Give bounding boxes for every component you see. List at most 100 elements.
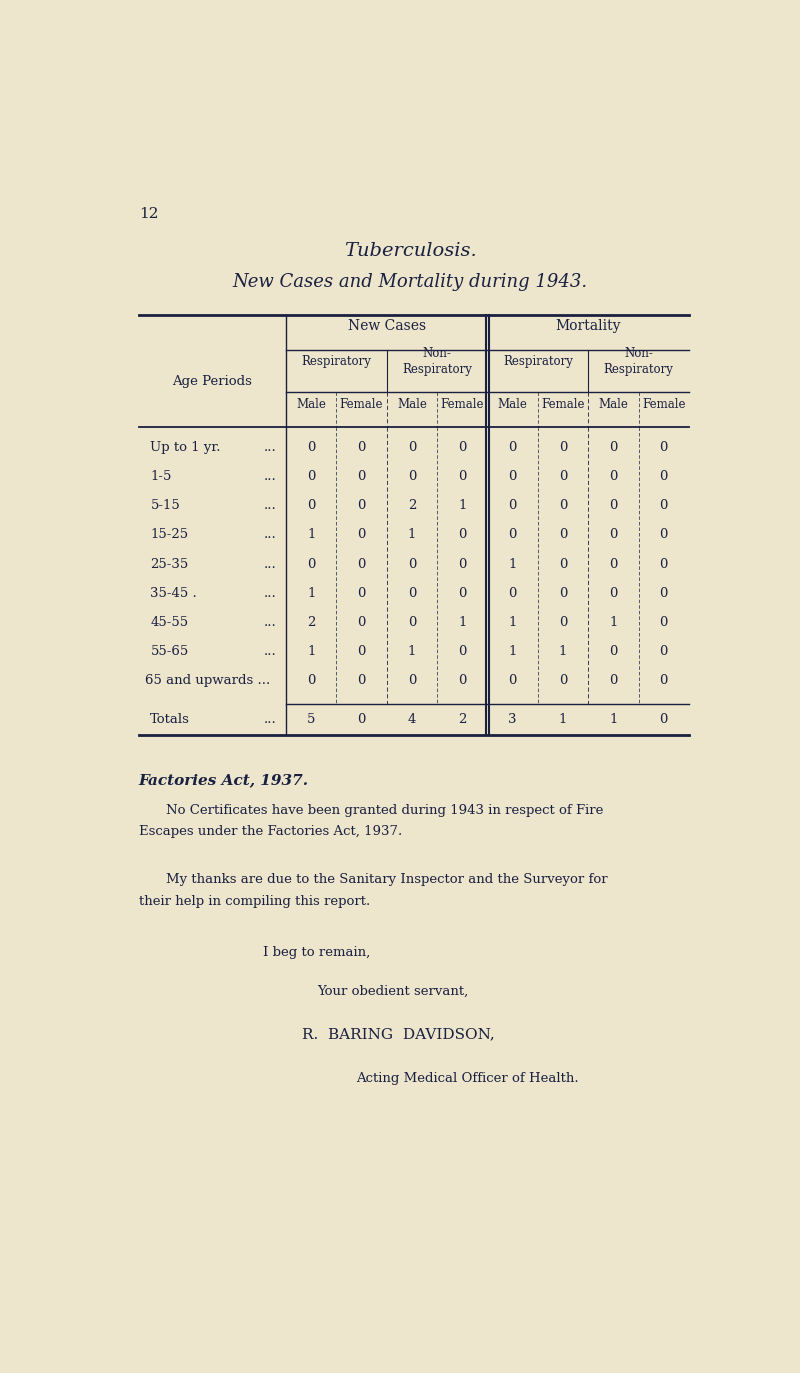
- Text: Up to 1 yr.: Up to 1 yr.: [150, 441, 221, 454]
- Text: ...: ...: [264, 500, 277, 512]
- Text: 1: 1: [509, 616, 517, 629]
- Text: ...: ...: [264, 586, 277, 600]
- Text: 0: 0: [660, 645, 668, 658]
- Text: 0: 0: [358, 470, 366, 483]
- Text: Totals: Totals: [150, 713, 190, 726]
- Text: I beg to remain,: I beg to remain,: [262, 946, 370, 960]
- Text: 0: 0: [660, 616, 668, 629]
- Text: ...: ...: [264, 645, 277, 658]
- Text: 1: 1: [610, 713, 618, 726]
- Text: 1: 1: [307, 529, 315, 541]
- Text: 0: 0: [660, 557, 668, 571]
- Text: Age Periods: Age Periods: [173, 375, 252, 389]
- Text: 0: 0: [610, 500, 618, 512]
- Text: 1: 1: [458, 500, 466, 512]
- Text: 35-45 .: 35-45 .: [150, 586, 197, 600]
- Text: 0: 0: [610, 557, 618, 571]
- Text: 0: 0: [358, 616, 366, 629]
- Text: Non-
Respiratory: Non- Respiratory: [604, 346, 674, 376]
- Text: 0: 0: [509, 441, 517, 454]
- Text: Female: Female: [441, 398, 484, 411]
- Text: 0: 0: [408, 616, 416, 629]
- Text: 1: 1: [307, 586, 315, 600]
- Text: 0: 0: [509, 529, 517, 541]
- Text: 0: 0: [559, 500, 567, 512]
- Text: 0: 0: [660, 713, 668, 726]
- Text: 0: 0: [509, 674, 517, 688]
- Text: New Cases and Mortality during 1943.: New Cases and Mortality during 1943.: [233, 273, 587, 291]
- Text: 0: 0: [660, 529, 668, 541]
- Text: 0: 0: [307, 500, 315, 512]
- Text: 0: 0: [358, 586, 366, 600]
- Text: ...: ...: [264, 713, 277, 726]
- Text: 0: 0: [458, 674, 466, 688]
- Text: Escapes under the Factories Act, 1937.: Escapes under the Factories Act, 1937.: [138, 825, 402, 839]
- Text: 0: 0: [610, 586, 618, 600]
- Text: 0: 0: [358, 500, 366, 512]
- Text: 1: 1: [509, 645, 517, 658]
- Text: 1: 1: [610, 616, 618, 629]
- Text: 0: 0: [458, 645, 466, 658]
- Text: 0: 0: [559, 674, 567, 688]
- Text: 0: 0: [610, 674, 618, 688]
- Text: R.  BARING  DAVIDSON,: R. BARING DAVIDSON,: [302, 1027, 494, 1041]
- Text: 0: 0: [660, 586, 668, 600]
- Text: 2: 2: [408, 500, 416, 512]
- Text: 0: 0: [610, 645, 618, 658]
- Text: 0: 0: [660, 500, 668, 512]
- Text: ...: ...: [264, 470, 277, 483]
- Text: 55-65: 55-65: [150, 645, 189, 658]
- Text: 5-15: 5-15: [150, 500, 180, 512]
- Text: Your obedient servant,: Your obedient servant,: [317, 984, 468, 998]
- Text: 0: 0: [509, 586, 517, 600]
- Text: 0: 0: [559, 529, 567, 541]
- Text: 0: 0: [358, 674, 366, 688]
- Text: 0: 0: [559, 470, 567, 483]
- Text: 0: 0: [509, 470, 517, 483]
- Text: 0: 0: [307, 470, 315, 483]
- Text: 0: 0: [660, 470, 668, 483]
- Text: 0: 0: [458, 470, 466, 483]
- Text: Female: Female: [340, 398, 383, 411]
- Text: Respiratory: Respiratory: [503, 354, 573, 368]
- Text: 1: 1: [408, 645, 416, 658]
- Text: 0: 0: [559, 616, 567, 629]
- Text: 1: 1: [458, 616, 466, 629]
- Text: 1: 1: [559, 713, 567, 726]
- Text: My thanks are due to the Sanitary Inspector and the Surveyor for: My thanks are due to the Sanitary Inspec…: [166, 873, 607, 886]
- Text: 0: 0: [660, 441, 668, 454]
- Text: 65 and upwards ...: 65 and upwards ...: [145, 674, 270, 688]
- Text: 0: 0: [358, 645, 366, 658]
- Text: 0: 0: [509, 500, 517, 512]
- Text: Tuberculosis.: Tuberculosis.: [344, 242, 476, 259]
- Text: 45-55: 45-55: [150, 616, 189, 629]
- Text: 0: 0: [307, 441, 315, 454]
- Text: 0: 0: [610, 470, 618, 483]
- Text: ...: ...: [264, 557, 277, 571]
- Text: 0: 0: [408, 557, 416, 571]
- Text: 0: 0: [408, 441, 416, 454]
- Text: Male: Male: [598, 398, 628, 411]
- Text: 1: 1: [307, 645, 315, 658]
- Text: 4: 4: [408, 713, 416, 726]
- Text: 1: 1: [509, 557, 517, 571]
- Text: Mortality: Mortality: [555, 319, 621, 332]
- Text: 15-25: 15-25: [150, 529, 189, 541]
- Text: 0: 0: [307, 557, 315, 571]
- Text: 0: 0: [408, 674, 416, 688]
- Text: Non-
Respiratory: Non- Respiratory: [402, 346, 472, 376]
- Text: ...: ...: [264, 616, 277, 629]
- Text: 0: 0: [458, 529, 466, 541]
- Text: 2: 2: [307, 616, 315, 629]
- Text: 1: 1: [408, 529, 416, 541]
- Text: Respiratory: Respiratory: [302, 354, 371, 368]
- Text: 1-5: 1-5: [150, 470, 172, 483]
- Text: Female: Female: [642, 398, 686, 411]
- Text: 0: 0: [358, 557, 366, 571]
- Text: 0: 0: [408, 470, 416, 483]
- Text: 0: 0: [358, 529, 366, 541]
- Text: Male: Male: [397, 398, 427, 411]
- Text: 0: 0: [358, 713, 366, 726]
- Text: New Cases: New Cases: [348, 319, 426, 332]
- Text: 12: 12: [138, 207, 158, 221]
